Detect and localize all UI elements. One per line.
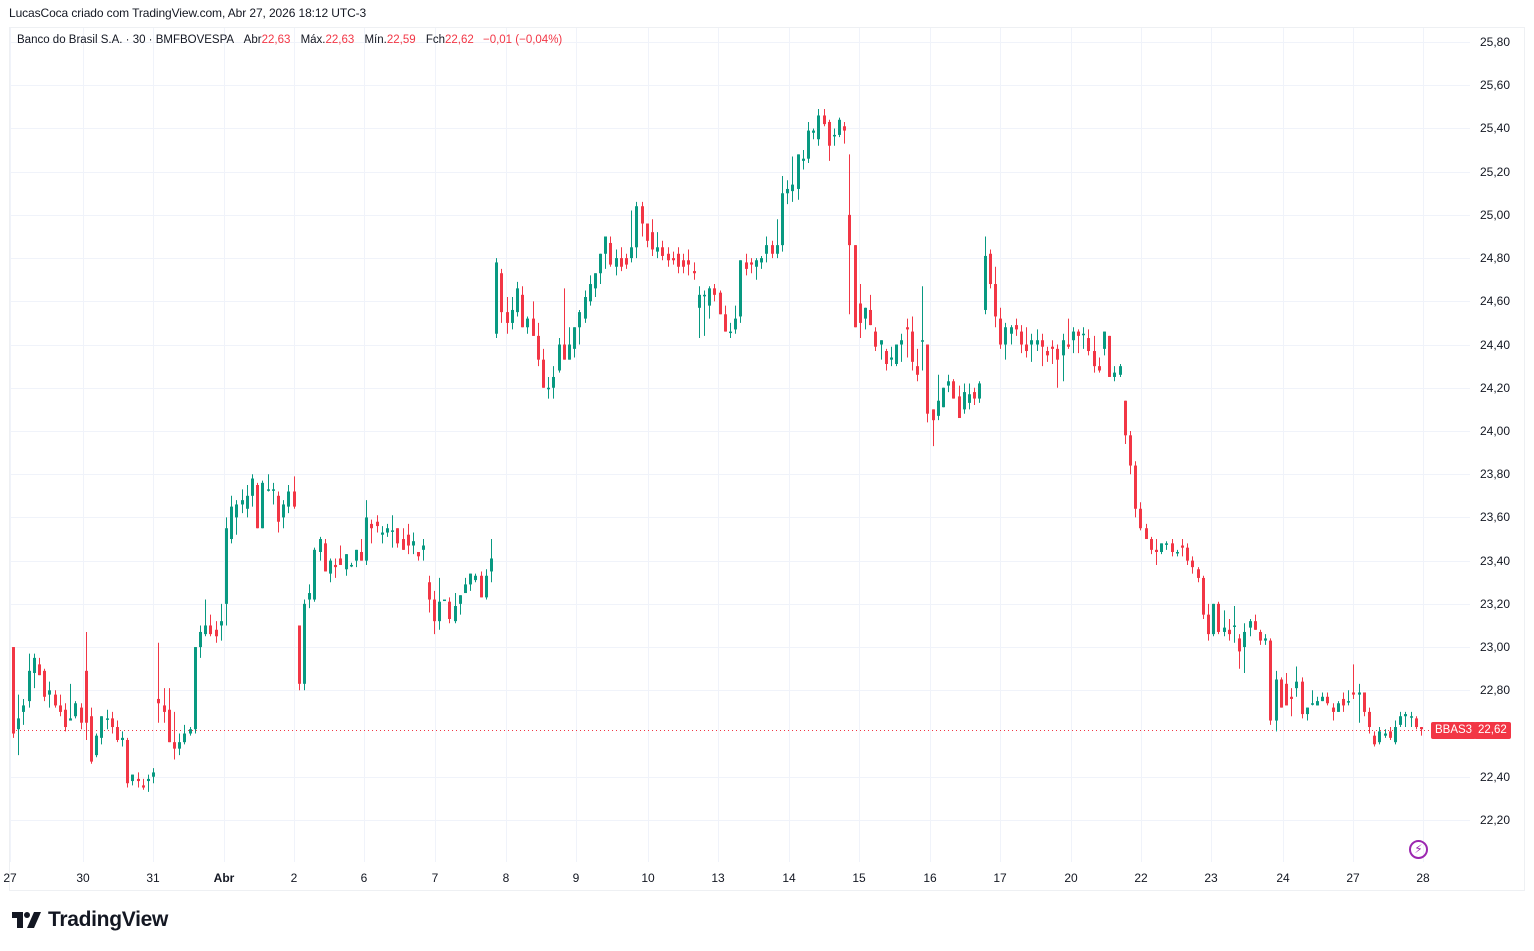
price-tick: 23,00: [1480, 639, 1511, 654]
symbol-title[interactable]: Banco do Brasil S.A. · 30 · BMFBOVESPA: [17, 34, 234, 46]
time-tick: 8: [502, 871, 510, 885]
time-tick: 7: [431, 871, 439, 885]
chart-frame: [9, 27, 1525, 891]
time-tick: 27: [3, 871, 17, 885]
price-tick: 22,20: [1480, 812, 1511, 827]
price-tick: 25,80: [1480, 34, 1511, 49]
ticker-tag: BBAS3: [1431, 722, 1477, 739]
time-tick: 2: [290, 871, 298, 885]
price-tick: 24,20: [1480, 380, 1511, 395]
price-tick: 22,80: [1480, 682, 1511, 697]
tv-logo-icon: [12, 912, 41, 928]
last-price-tag: 22,62: [1474, 722, 1511, 739]
time-tick: 10: [641, 871, 655, 885]
time-tick: 23: [1204, 871, 1218, 885]
tradingview-logo: TradingView: [12, 908, 168, 932]
price-tick: 25,40: [1480, 120, 1511, 135]
low-label: Mín.: [364, 34, 387, 46]
candles: [12, 108, 1423, 792]
time-tick: 30: [76, 871, 90, 885]
time-tick: 17: [993, 871, 1007, 885]
high-value: 22,63: [325, 34, 355, 46]
chart-credit: LucasCoca criado com TradingView.com, Ab…: [9, 6, 367, 20]
open-value: 22,63: [261, 34, 291, 46]
price-tick: 23,40: [1480, 553, 1511, 568]
ohlc-legend: Banco do Brasil S.A. · 30 · BMFBOVESPA A…: [17, 34, 562, 46]
time-tick: 31: [146, 871, 160, 885]
lightning-icon[interactable]: ⚡: [1409, 840, 1428, 859]
open-label: Abr: [243, 34, 262, 46]
price-tick: 25,00: [1480, 207, 1511, 222]
brand-name: TradingView: [48, 908, 169, 931]
price-tick: 23,80: [1480, 466, 1511, 481]
time-tick: 13: [711, 871, 725, 885]
grid-lines: [10, 28, 1470, 862]
time-tick: Abr: [213, 871, 235, 885]
price-tick: 23,20: [1480, 596, 1511, 611]
time-tick: 22: [1134, 871, 1148, 885]
time-tick: 16: [923, 871, 937, 885]
time-tick: 14: [782, 871, 796, 885]
price-tick: 25,60: [1480, 77, 1511, 92]
time-tick: 20: [1064, 871, 1078, 885]
low-value: 22,59: [386, 34, 416, 46]
time-tick: 24: [1276, 871, 1290, 885]
price-tick: 24,40: [1480, 337, 1511, 352]
close-value: 22,62: [445, 34, 474, 46]
time-tick: 9: [572, 871, 580, 885]
change-value: −0,01 (−0,04%): [482, 34, 563, 46]
price-tick: 24,00: [1480, 423, 1511, 438]
price-tick: 25,20: [1480, 164, 1511, 179]
time-tick: 28: [1416, 871, 1430, 885]
price-tick: 22,40: [1480, 769, 1511, 784]
time-tick: 15: [852, 871, 866, 885]
close-label: Fch: [425, 34, 445, 46]
price-tick: 23,60: [1480, 509, 1511, 524]
time-tick: 27: [1346, 871, 1360, 885]
high-label: Máx.: [300, 34, 326, 46]
price-tick: 24,80: [1480, 250, 1511, 265]
price-tick: 24,60: [1480, 293, 1511, 308]
time-tick: 6: [360, 871, 368, 885]
